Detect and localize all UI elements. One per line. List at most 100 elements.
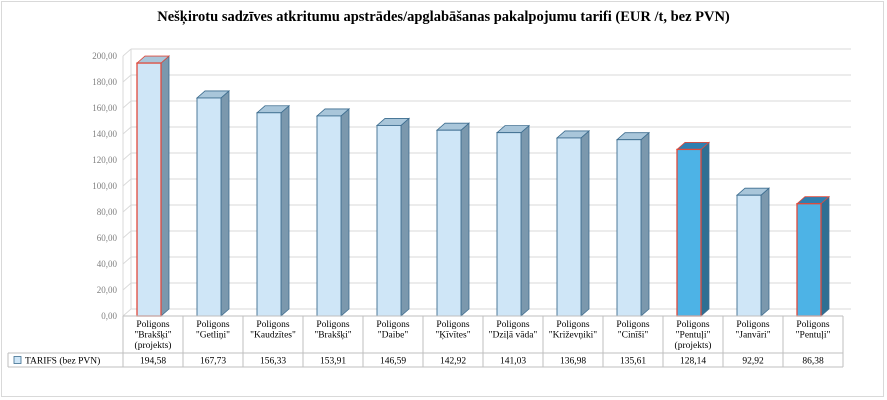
category-label: "Cinīši": [618, 331, 649, 341]
gridline-depth: [122, 308, 132, 317]
category-label: Poligons: [736, 320, 770, 330]
bar-side: [640, 131, 650, 317]
bar-side: [160, 55, 170, 317]
bar-front: [196, 97, 222, 317]
category-label: "Pentuļi": [676, 331, 711, 341]
bar: [675, 141, 711, 317]
category-label: Poligons: [436, 320, 470, 330]
bar-front: [136, 62, 162, 317]
bar-side: [400, 117, 410, 317]
category-label: Poligons: [676, 320, 710, 330]
data-table: Poligons"Brakšķi"(projekts)194,58Poligon…: [7, 315, 844, 368]
data-label: 141,03: [500, 357, 526, 367]
bar: [435, 122, 471, 317]
category-label: "Brakšķi": [314, 331, 351, 341]
data-label: 135,61: [620, 357, 646, 367]
bar: [195, 90, 231, 317]
bar-side: [460, 122, 470, 317]
data-label: 142,92: [440, 357, 466, 367]
bar-front: [616, 139, 642, 317]
category-label: (projekts): [675, 340, 712, 351]
category-label: "Janvāri": [735, 331, 770, 341]
bar: [495, 124, 531, 317]
category-label: Poligons: [256, 320, 290, 330]
y-tick-label: 160,00: [92, 103, 117, 113]
category-label: (projekts): [135, 340, 172, 351]
y-tick-label: 100,00: [92, 181, 117, 191]
gridline-depth: [122, 74, 132, 83]
bar: [375, 117, 411, 317]
data-label: 153,91: [320, 357, 346, 367]
bar-side: [580, 130, 590, 317]
data-label: 146,59: [380, 357, 406, 367]
bar: [135, 55, 171, 317]
data-label: 136,98: [560, 357, 586, 367]
data-label: 128,14: [680, 357, 706, 367]
bar: [795, 195, 831, 317]
gridlines: [122, 48, 851, 317]
category-label: "Dziļā vāda": [489, 331, 538, 341]
bar: [555, 130, 591, 317]
chart-title: Nešķirotu sadzīves atkritumu apstrādes/a…: [157, 9, 730, 25]
category-label: "Ķīvītes": [435, 331, 470, 341]
gridline-depth: [122, 282, 132, 291]
bars: [135, 55, 831, 317]
bar: [315, 108, 351, 317]
category-label: Poligons: [136, 320, 170, 330]
y-axis-tick-labels: 0,00 20,00 40,00 60,00 80,00 100,00 120,00 140,…: [92, 51, 117, 321]
data-label: 167,73: [200, 357, 226, 367]
bar-front: [316, 115, 342, 317]
y-tick-label: 120,00: [92, 155, 117, 165]
category-label: "Križevņiki": [549, 331, 598, 341]
y-tick-label: 0,00: [101, 311, 117, 321]
category-label: "Kaudzītes": [250, 331, 296, 341]
y-tick-label: 60,00: [97, 233, 118, 243]
bar-side: [520, 124, 530, 317]
bar-side: [760, 187, 770, 317]
category-label: Poligons: [376, 320, 410, 330]
gridline-depth: [122, 204, 132, 213]
data-label: 194,58: [140, 357, 166, 367]
data-label: 86,38: [802, 357, 824, 367]
bar: [735, 187, 771, 317]
bar-side: [700, 141, 710, 317]
bar-side: [280, 104, 290, 317]
gridline-depth: [122, 48, 132, 57]
bar-front: [796, 203, 822, 317]
category-label: Poligons: [796, 320, 830, 330]
category-label: "Pentuļi": [796, 331, 831, 341]
gridline-depth: [122, 152, 132, 161]
bar-front: [256, 112, 282, 317]
bar-side: [340, 108, 350, 317]
bar-front: [556, 137, 582, 317]
gridline-depth: [122, 100, 132, 109]
category-label: "Getliņi": [196, 331, 230, 341]
gridline-depth: [122, 126, 132, 135]
bar: [255, 104, 291, 317]
y-tick-label: 20,00: [97, 285, 118, 295]
bar-front: [436, 129, 462, 317]
legend-label: TARIFS (bez PVN): [25, 356, 100, 367]
y-tick-label: 40,00: [97, 259, 118, 269]
y-tick-label: 200,00: [92, 51, 117, 61]
category-label: Poligons: [556, 320, 590, 330]
bar: [615, 131, 651, 317]
bar-side: [220, 90, 230, 317]
y-tick-label: 80,00: [97, 207, 118, 217]
category-label: "Brakšķi": [134, 331, 171, 341]
category-label: Poligons: [496, 320, 530, 330]
gridline-depth: [122, 178, 132, 187]
bar-front: [736, 194, 762, 317]
data-label: 92,92: [742, 357, 764, 367]
bar-front: [376, 124, 402, 317]
bar-front: [496, 132, 522, 317]
category-label: Poligons: [316, 320, 350, 330]
gridline-depth: [122, 256, 132, 265]
category-label: "Daibe": [378, 331, 409, 341]
bar-side: [820, 195, 830, 317]
bar-front: [676, 148, 702, 317]
category-label: Poligons: [196, 320, 230, 330]
legend-key: [13, 356, 22, 364]
category-label: Poligons: [616, 320, 650, 330]
